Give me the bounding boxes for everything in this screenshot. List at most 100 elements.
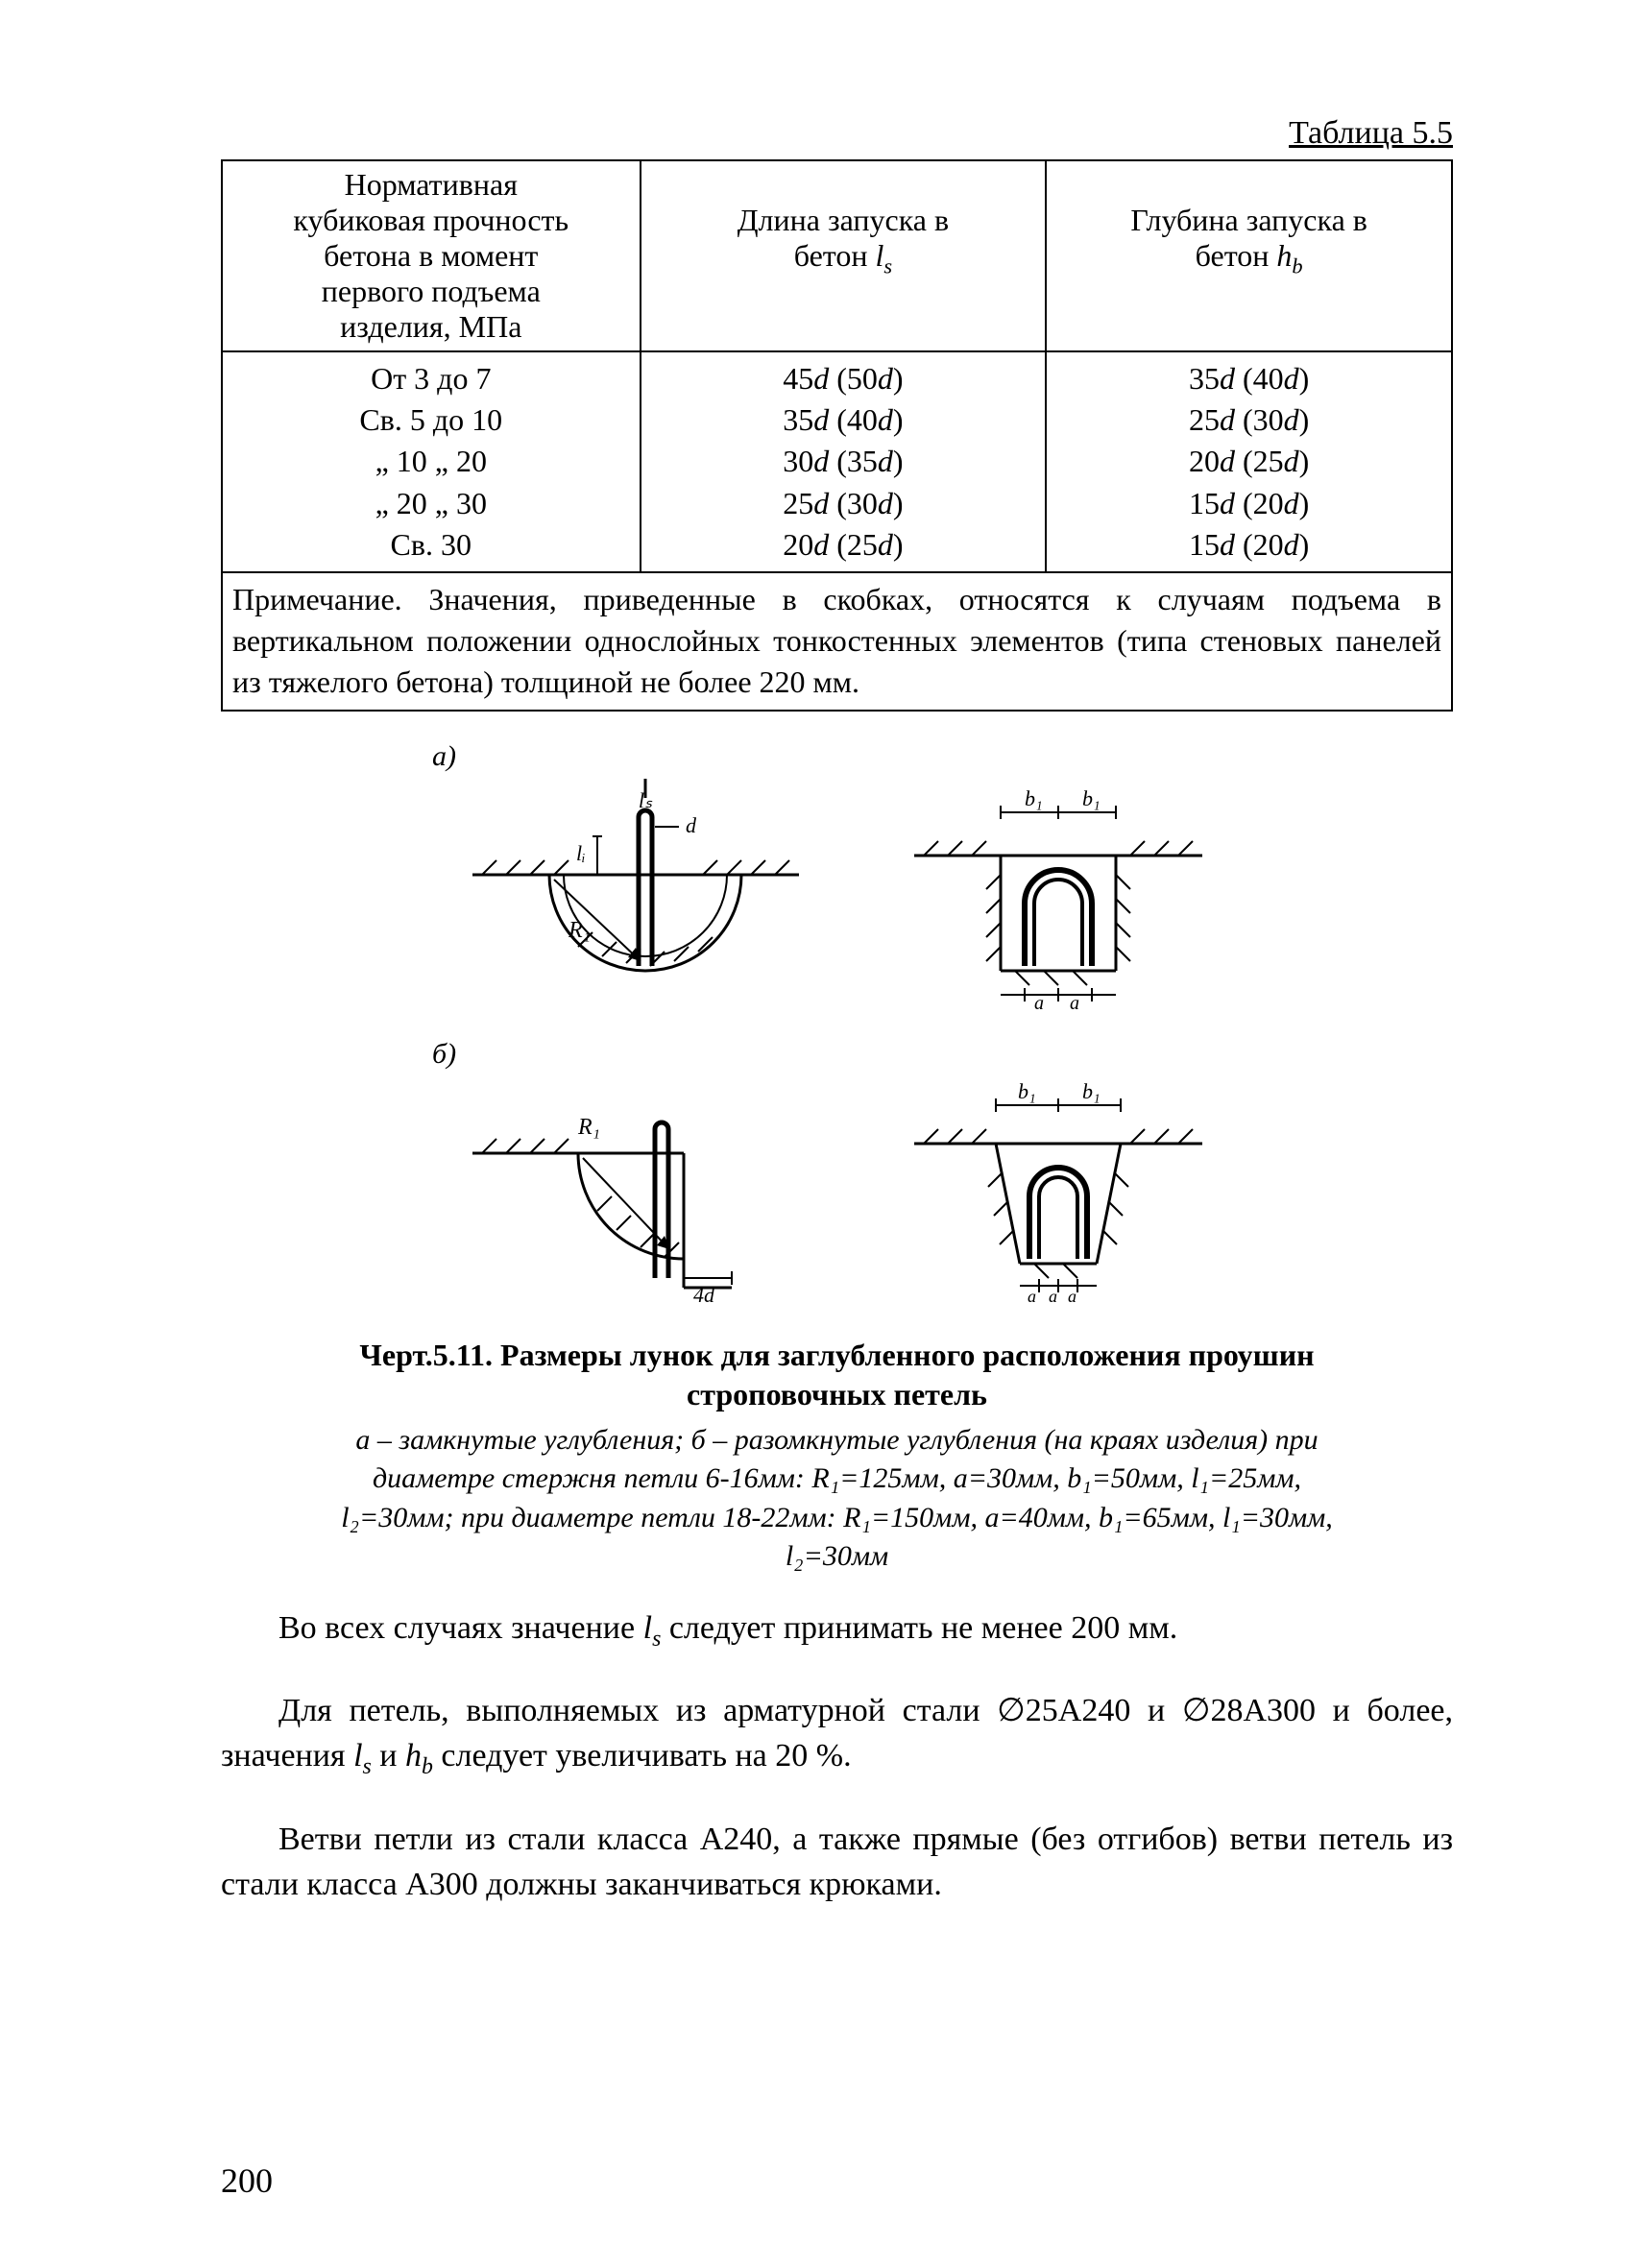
cell-text: 20 [783, 527, 813, 562]
label-l1: lᵢ [576, 841, 586, 865]
td-col2: 45d (50d) 35d (40d) 30d (35d) 25d (30d) … [641, 351, 1047, 572]
th-text: Нормативная [345, 167, 518, 202]
th-text: Длина запуска в [738, 203, 949, 237]
cell-text: 15 [1189, 486, 1220, 520]
label-a: a [1068, 1287, 1077, 1306]
caption-line: l₂=30мм [786, 1540, 888, 1572]
th-sub: s [883, 253, 892, 277]
figure-caption-title: Черт.5.11. Размеры лунок для заглубленно… [221, 1336, 1453, 1415]
d: d [878, 361, 893, 396]
sub: s [652, 1626, 661, 1651]
d: d [1220, 444, 1235, 478]
paragraph-3: Ветви петли из стали класса А240, а такж… [221, 1817, 1453, 1908]
text: следует увеличивать на 20 %. [433, 1738, 852, 1773]
caption-line: а – замкнутые углубления; б – разомкнуты… [355, 1424, 1318, 1456]
var: h [405, 1738, 422, 1773]
cell-text: (25 [1235, 444, 1284, 478]
th-sub: b [1292, 253, 1302, 277]
label-a: a [1034, 993, 1044, 1009]
panel-b-label: б) [432, 1038, 1453, 1071]
label-4d: 4d [693, 1283, 715, 1307]
d: d [1220, 486, 1235, 520]
d: d [1220, 361, 1235, 396]
d: d [1220, 402, 1235, 437]
page-number: 200 [221, 2160, 273, 2201]
cp: ) [893, 361, 904, 396]
th-col3: Глубина запуска в бетон hb [1046, 160, 1452, 351]
label-a: a [1049, 1287, 1057, 1306]
label-b1: b₁ [1025, 786, 1043, 810]
table-note: Примечание. Значения, приведенные в скоб… [222, 572, 1452, 711]
label-ls: lₛ [638, 788, 652, 812]
cp: ) [1299, 361, 1310, 396]
text: следует принимать не менее 200 мм. [661, 1610, 1177, 1646]
diagram-a-right: b₁ b₁ a a [905, 779, 1212, 1009]
cell-text: Св. 5 до 10 [359, 402, 502, 437]
d: d [813, 527, 829, 562]
th-text: Глубина запуска в [1130, 203, 1367, 237]
cell-text: 25 [783, 486, 813, 520]
sub: b [422, 1754, 433, 1779]
table-label: Таблица 5.5 [221, 115, 1453, 152]
cell-text: (40 [1235, 361, 1284, 396]
diagram-b-left: R₁ 4d [463, 1076, 809, 1307]
d: d [1220, 527, 1235, 562]
d: d [1284, 444, 1299, 478]
cell-text: 25 [1189, 402, 1220, 437]
th-text: бетона в момент [324, 238, 538, 273]
label-b1: b₁ [1082, 786, 1101, 810]
cell-text: (35 [829, 444, 878, 478]
figure-5-11: а) [221, 740, 1453, 1577]
cell-text: От 3 до 7 [371, 361, 491, 396]
td-col3: 35d (40d) 25d (30d) 20d (25d) 15d (20d) … [1046, 351, 1452, 572]
th-text: изделия, МПа [340, 309, 521, 344]
cell-text: (20 [1235, 527, 1284, 562]
paragraph-2: Для петель, выполняемых из арматурной ст… [221, 1688, 1453, 1784]
d: d [878, 486, 893, 520]
cell-text: 35 [1189, 361, 1220, 396]
cp: ) [1299, 444, 1310, 478]
cell-text: (30 [829, 486, 878, 520]
th-col1: Нормативная кубиковая прочность бетона в… [222, 160, 641, 351]
th-text: первого подъема [322, 274, 541, 308]
cell-text: 15 [1189, 527, 1220, 562]
label-a: a [1070, 993, 1079, 1009]
text: и [372, 1738, 405, 1773]
label-r1: R₁ [577, 1115, 600, 1140]
paragraph-1: Во всех случаях значение ls следует прин… [221, 1605, 1453, 1655]
d: d [878, 444, 893, 478]
th-text: бетон [1196, 238, 1277, 273]
th-var: h [1276, 238, 1292, 273]
cell-text: (50 [829, 361, 878, 396]
label-b1: b₁ [1018, 1079, 1036, 1103]
caption-line: диаметре стержня петли 6-16мм: R₁=125мм,… [373, 1462, 1301, 1494]
d: d [878, 402, 893, 437]
caption-line: строповочных петель [687, 1377, 987, 1411]
var: l [353, 1738, 362, 1773]
cell-text: (30 [1235, 402, 1284, 437]
cell-text: (25 [829, 527, 878, 562]
cp: ) [1299, 527, 1310, 562]
th-var: l [875, 238, 883, 273]
cell-text: 45 [783, 361, 813, 396]
cell-text: Св. 30 [391, 527, 472, 562]
td-col1: От 3 до 7 Св. 5 до 10 „ 10 „ 20 „ 20 „ 3… [222, 351, 641, 572]
caption-line: l₂=30мм; при диаметре петли 18-22мм: R₁=… [341, 1502, 1333, 1533]
label-b1: b₁ [1082, 1079, 1101, 1103]
caption-line: Черт.5.11. Размеры лунок для заглубленно… [359, 1338, 1314, 1372]
th-col2: Длина запуска в бетон ls [641, 160, 1047, 351]
diagram-a-left: lₛ d lᵢ R₁ [463, 779, 809, 1009]
cp: ) [1299, 486, 1310, 520]
cell-text: 20 [1189, 444, 1220, 478]
cell-text: 35 [783, 402, 813, 437]
th-text: бетон [794, 238, 876, 273]
d: d [813, 402, 829, 437]
d: d [813, 486, 829, 520]
d: d [813, 444, 829, 478]
cp: ) [893, 444, 904, 478]
d: d [1284, 402, 1299, 437]
cell-text: (40 [829, 402, 878, 437]
d: d [1284, 527, 1299, 562]
figure-caption-desc: а – замкнутые углубления; б – разомкнуты… [221, 1421, 1453, 1577]
label-r1: R₁ [568, 918, 591, 943]
